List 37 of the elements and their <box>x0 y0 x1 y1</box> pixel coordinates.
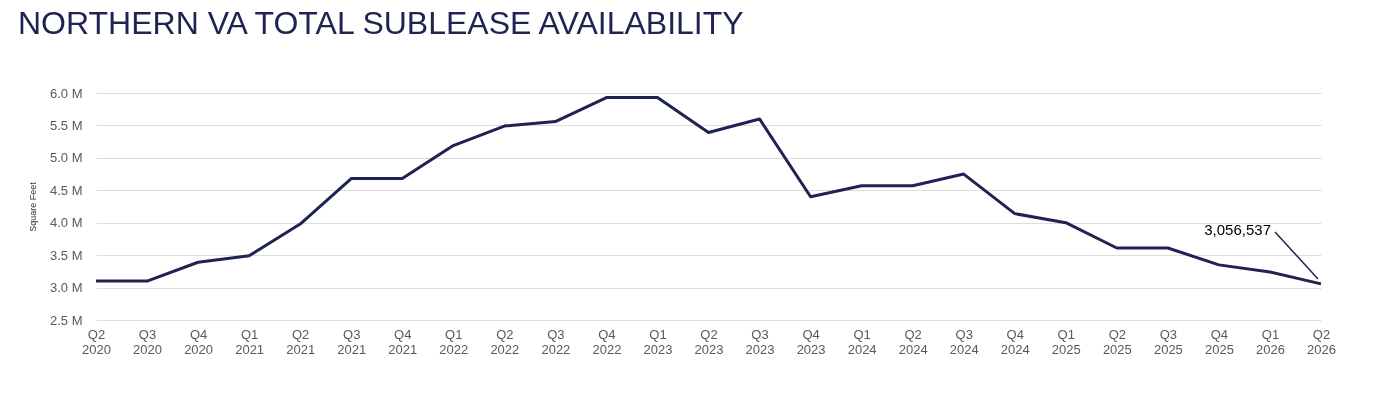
x-tick-label: Q2 2026 <box>1307 326 1336 357</box>
y-tick-label: 5.0 M <box>49 150 83 166</box>
x-tick-label: Q2 2025 <box>1102 326 1132 357</box>
y-tick-label: 3.0 M <box>49 280 83 296</box>
x-tick-label: Q4 2024 <box>1000 326 1030 357</box>
y-tick-label: 4.5 M <box>49 182 83 198</box>
x-tick-label: Q2 2021 <box>286 326 316 357</box>
y-tick-label: 4.0 M <box>49 215 83 231</box>
x-tick-label: Q1 2026 <box>1256 326 1285 357</box>
x-tick-label: Q2 2023 <box>694 326 724 357</box>
line-series <box>94 96 1323 286</box>
x-tick-label: Q3 2022 <box>541 326 571 357</box>
x-tick-label: Q3 2020 <box>133 326 162 357</box>
x-tick-label: Q1 2025 <box>1051 326 1081 357</box>
x-tick-label: Q3 2024 <box>949 326 979 357</box>
x-tick-label: Q4 2023 <box>796 326 826 357</box>
y-tick-label: 6.0 M <box>49 85 83 101</box>
x-tick-label: Q1 2024 <box>847 326 877 357</box>
x-tick-label: Q1 2023 <box>643 326 673 357</box>
annotation: 3,056,537 <box>1204 220 1271 238</box>
y-tick-label: 3.5 M <box>49 247 83 263</box>
x-tick-label: Q4 2021 <box>388 326 418 357</box>
y-tick-label: 2.5 M <box>49 312 83 328</box>
x-tick-label: Q1 2021 <box>235 326 265 357</box>
x-tick-label: Q3 2023 <box>745 326 775 357</box>
x-tick-label: Q4 2020 <box>184 326 214 357</box>
chart-title: NORTHERN VA TOTAL SUBLEASE AVAILABILITY <box>18 5 744 41</box>
x-tick-label: Q2 2020 <box>82 326 111 357</box>
y-axis-title: Square Feet <box>27 181 38 232</box>
x-tick-label: Q1 2022 <box>439 326 469 357</box>
x-tick-label: Q2 2024 <box>898 326 928 357</box>
y-tick-label: 5.5 M <box>49 117 83 133</box>
x-tick-label: Q2 2022 <box>490 326 520 357</box>
x-tick-label: Q4 2025 <box>1204 326 1234 357</box>
x-tick-label: Q4 2022 <box>592 326 622 357</box>
x-tick-label: Q3 2025 <box>1153 326 1183 357</box>
x-tick-label: Q3 2021 <box>337 326 367 357</box>
